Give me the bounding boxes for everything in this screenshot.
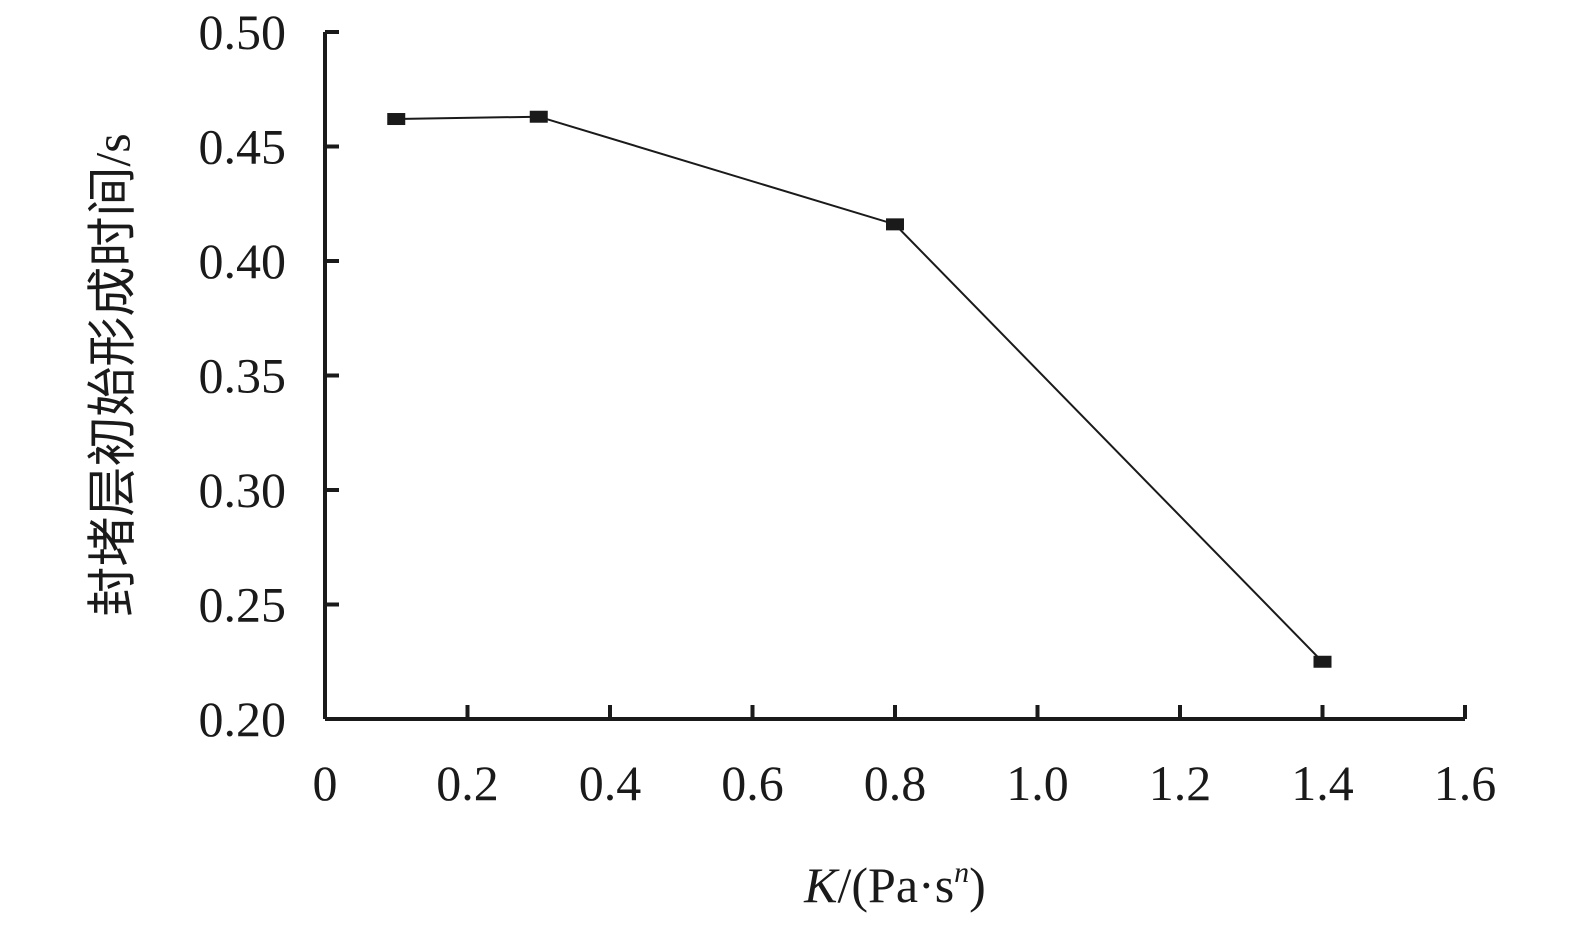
y-tick-label: 0.35 bbox=[199, 348, 287, 404]
x-tick-label: 0.4 bbox=[579, 755, 642, 811]
x-tick-label: 1.6 bbox=[1434, 755, 1497, 811]
x-ticks: 0 0.2 0.4 0.6 0.8 1.0 1.2 1.4 1.6 bbox=[313, 705, 1497, 811]
series-line bbox=[396, 115, 1324, 663]
y-tick-label: 0.45 bbox=[199, 119, 287, 175]
x-axis-title-superscript: n bbox=[954, 856, 969, 889]
y-tick-label: 0.25 bbox=[199, 577, 287, 633]
x-tick-label: 0.8 bbox=[864, 755, 927, 811]
x-axis-title-unit: /(Pa·s bbox=[838, 857, 955, 913]
x-axis-title: K/(Pa·sn) bbox=[803, 856, 986, 913]
x-tick-label: 0 bbox=[313, 755, 338, 811]
series-layer bbox=[387, 110, 1332, 668]
x-tick-label: 0.6 bbox=[721, 755, 784, 811]
y-tick-label: 0.20 bbox=[199, 691, 287, 747]
x-tick-label: 1.2 bbox=[1149, 755, 1212, 811]
x-tick-label: 0.2 bbox=[436, 755, 499, 811]
y-tick-label: 0.40 bbox=[199, 233, 287, 289]
x-tick-label: 1.4 bbox=[1291, 755, 1354, 811]
x-axis-title-close: ) bbox=[969, 857, 986, 913]
data-point-marker bbox=[1313, 655, 1332, 668]
data-point-marker bbox=[529, 110, 548, 123]
x-tick-label: 1.0 bbox=[1006, 755, 1069, 811]
y-tick-label: 0.30 bbox=[199, 462, 287, 518]
y-axis-title: 封堵层初始形成时间/s bbox=[84, 133, 140, 616]
data-point-marker bbox=[886, 218, 904, 231]
axes bbox=[323, 32, 1465, 721]
data-point-marker bbox=[387, 113, 406, 126]
y-tick-label: 0.50 bbox=[199, 4, 287, 60]
y-ticks: 0.20 0.25 0.30 0.35 0.40 0.45 0.50 bbox=[199, 4, 339, 747]
x-axis-title-variable: K bbox=[803, 857, 840, 913]
